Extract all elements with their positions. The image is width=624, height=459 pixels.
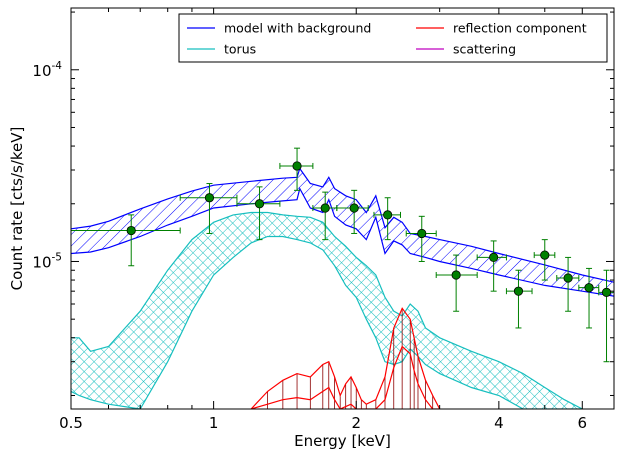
data-point [71,214,181,267]
data-marker [320,203,330,213]
data-point [598,269,614,363]
x-tick-label: 1 [209,414,219,432]
torus-lower-line [71,235,583,409]
x-tick-label: 0.5 [59,414,83,432]
data-marker [601,287,612,297]
data-point [578,267,600,329]
reflection-component-lower-line [250,345,440,409]
data-point [476,240,507,292]
y-axis-label: Count rate [cts/s/keV] [8,127,26,291]
torus-band-fill [71,212,583,409]
data-point [373,197,401,241]
data-point [505,269,533,329]
data-marker [540,250,550,260]
x-tick-label: 2 [351,414,361,432]
data-marker [204,193,215,203]
axes: 0.5 1 2 4 6 10-5 10-4 Energy [keV] Count rate [c… [8,7,615,450]
legend-label-model-with-background: model with background [224,21,371,36]
x-axis-label: Energy [keV] [294,432,391,450]
data-marker [417,228,427,239]
data-point [312,191,338,241]
data-points [71,147,614,363]
x-tick-label: 4 [494,414,504,432]
model-with-background-lower-line [71,186,614,297]
data-point [236,186,281,241]
y-tick-label: 10-4 [32,60,62,80]
data-marker [563,273,573,283]
data-point [435,254,478,312]
torus-upper-line [71,211,583,409]
data-marker [292,161,302,171]
plot-frame [70,7,615,410]
model-with-background-upper-line [71,167,614,283]
data-point [556,256,580,312]
data-marker [451,270,461,280]
data-marker [383,210,393,220]
data-marker [489,252,499,263]
x-tick-label: 6 [578,414,588,432]
data-marker [513,286,524,296]
legend-label-reflection-component: reflection component [453,21,587,36]
legend-box [178,13,608,63]
legend-label-scattering: scattering [453,42,516,57]
data-point [179,183,238,234]
model-bands [71,167,614,409]
data-marker [349,203,359,213]
data-point [405,215,437,262]
reflection-component-upper-line [250,307,441,409]
legend: model with background torus reflection com… [178,13,608,63]
data-point [279,147,314,191]
y-tick-label: 10-5 [32,251,62,271]
data-marker [584,283,594,293]
legend-label-torus: torus [224,42,256,57]
data-point [336,189,369,234]
data-marker [254,199,265,209]
data-point [533,239,556,281]
data-marker [126,225,136,236]
